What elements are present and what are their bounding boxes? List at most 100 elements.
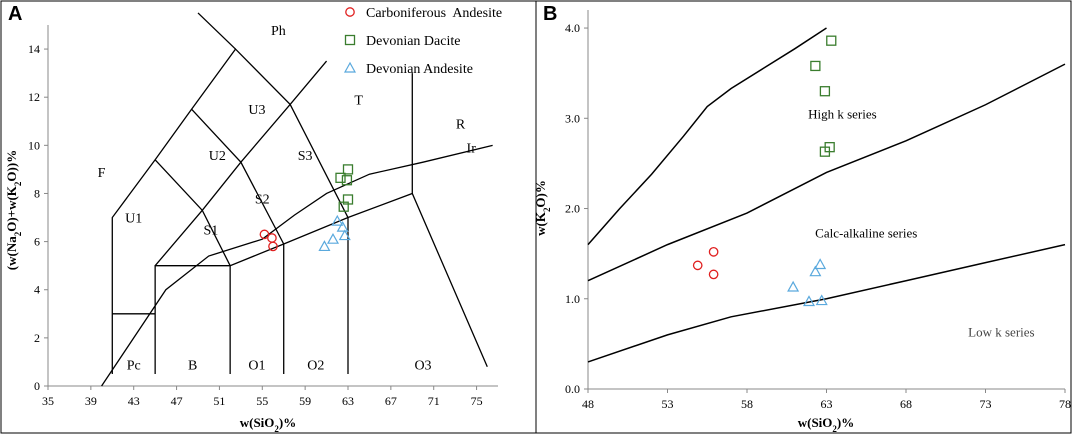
panel-a-point-triangle — [318, 240, 331, 252]
field-label-ir: Ir — [467, 142, 477, 157]
panel-a-x-tick-label: 75 — [471, 394, 483, 408]
panel-b-point-circle — [708, 246, 719, 257]
panel-a-x-tick-label: 59 — [299, 394, 311, 408]
panel-a-field-lines — [101, 12, 493, 387]
panel-b-y-tick-label: 3.0 — [565, 111, 580, 125]
panel-a-x-tick-label: 71 — [428, 394, 440, 408]
panel-b-point-square — [819, 86, 831, 97]
field-label-f: F — [98, 166, 106, 181]
field-label-pc: Pc — [127, 358, 141, 373]
panel-b-axes: 48 53 58 63 68 73 78 0.0 1.0 2.0 3.0 4.0 — [565, 10, 1071, 411]
panel-b-y-tick-label: 0.0 — [565, 382, 580, 396]
panel-a-x-tick-label: 67 — [385, 394, 397, 408]
panel-a-point-circle — [268, 241, 278, 252]
panel-a-x-tick-label: 63 — [342, 394, 354, 408]
field-label-o1: O1 — [248, 358, 265, 373]
panel-a-axes: 35 39 43 47 51 55 59 63 67 71 75 0 2 4 6 8 10 12 14 — [28, 25, 498, 408]
panel-a-letter: A — [8, 3, 22, 25]
panel-a-field-labels: F Ph U3 U2 U1 S3 S2 S1 T RIr Pc B O1 O2 O3 — [98, 24, 477, 374]
panel-a-y-tick-label: 12 — [28, 90, 40, 104]
panel-a-point-circle — [267, 233, 277, 243]
panel-b-point-triangle — [787, 280, 800, 292]
panel-a-point-triangle — [338, 229, 351, 241]
panel-b-point-triangle — [815, 294, 828, 306]
series-label: Calc-alkaline series — [815, 225, 917, 240]
panel-a-x-axis-title: w(SiO2)% — [240, 415, 297, 434]
panel-a-x-tick-label: 35 — [42, 394, 54, 408]
panel-a-x-tick-label: 43 — [128, 394, 140, 408]
panel-b-boundary-curve — [587, 27, 827, 246]
series-label: High k series — [808, 106, 877, 121]
field-label-b: B — [188, 358, 197, 373]
panel-a-field-boundary — [101, 144, 493, 387]
panel-b-x-tick-label: 73 — [980, 397, 992, 411]
panel-a-point-triangle — [336, 220, 349, 232]
panel-b-y-tick-label: 2.0 — [565, 202, 580, 216]
panel-b-series-labels: High k series Calc-alkaline series Low k s… — [808, 106, 1035, 339]
legend-label: Devonian Dacite — [366, 34, 460, 49]
panel-a-point-square — [338, 201, 349, 212]
field-label-o2: O2 — [307, 358, 324, 373]
panel-a-point-square — [341, 175, 353, 186]
series-label: Low k series — [968, 325, 1034, 340]
panel-a-y-tick-label: 6 — [34, 235, 40, 249]
panel-b-boundary-curve — [587, 63, 1066, 282]
panel-a-y-tick-label: 14 — [28, 42, 40, 56]
panel-a-field-boundary — [154, 159, 231, 374]
panel-b-point-square — [826, 35, 837, 46]
legend-marker-square — [344, 34, 356, 46]
field-label-u3: U3 — [248, 103, 265, 118]
field-label-s3: S3 — [298, 149, 313, 164]
panel-b-boundary-curve — [587, 243, 1066, 363]
legend: Carboniferous Andesite Devonian Dacite Dev… — [343, 6, 502, 77]
panel-a-y-tick-label: 0 — [34, 379, 40, 393]
field-label-r: R — [456, 118, 466, 133]
panel-a-x-tick-label: 55 — [256, 394, 268, 408]
legend-marker-triangle — [343, 61, 357, 73]
panel-b-y-tick-label: 4.0 — [565, 21, 580, 35]
panel-b-point-circle — [692, 260, 703, 271]
panel-b-border — [535, 0, 1072, 434]
panel-a-x-tick-label: 51 — [213, 394, 225, 408]
panel-b-data-points — [692, 35, 837, 307]
panel-b-y-tick-label: 1.0 — [565, 292, 580, 306]
panel-a-field-boundary — [191, 108, 285, 374]
panel-b-point-square — [819, 146, 831, 157]
legend-label: Devonian Andesite — [366, 62, 473, 77]
panel-b-point-triangle — [809, 265, 822, 277]
panel-a-x-tick-label: 47 — [171, 394, 183, 408]
panel-b-x-axis-title: w(SiO2)% — [798, 415, 855, 434]
field-label-u1: U1 — [125, 212, 142, 227]
panel-b-point-triangle — [814, 258, 827, 270]
panel-a-point-circle — [259, 229, 270, 240]
panel-a-point-triangle — [331, 214, 344, 226]
field-label-s2: S2 — [255, 192, 270, 207]
panel-b-point-triangle — [802, 295, 816, 307]
panel-b-x-tick-label: 78 — [1059, 397, 1071, 411]
panel-a-y-tick-label: 2 — [34, 331, 40, 345]
panel-a-data-points — [259, 164, 354, 252]
panel-b-y-axis-title: w(K2O)% — [533, 180, 552, 236]
panel-b-point-square — [810, 60, 821, 72]
legend-marker-circle — [345, 7, 355, 17]
panel-b-x-tick-label: 48 — [582, 397, 594, 411]
panel-b-x-tick-label: 58 — [741, 397, 753, 411]
field-label-u2: U2 — [209, 149, 226, 164]
panel-a-y-axis-title: (w(Na2O)+w(K2O))% — [4, 150, 23, 270]
field-label-s1: S1 — [203, 224, 218, 239]
field-label-t: T — [354, 94, 363, 109]
panel-a-x-tick-label: 39 — [85, 394, 97, 408]
field-label-ph: Ph — [271, 24, 286, 39]
panel-b-letter: B — [543, 3, 557, 25]
panel-b-x-tick-label: 68 — [900, 397, 912, 411]
panel-b-series-boundaries — [587, 27, 1066, 363]
legend-label: Carboniferous Andesite — [366, 6, 502, 21]
panel-a-y-tick-label: 10 — [28, 138, 40, 152]
panel-b-x-tick-label: 53 — [662, 397, 674, 411]
panel-a-field-boundary — [197, 12, 236, 50]
panel-b: B — [535, 0, 1072, 434]
panel-a-point-triangle — [326, 232, 340, 244]
panel-b-point-circle — [708, 269, 719, 280]
panel-a-point-square — [342, 164, 354, 175]
